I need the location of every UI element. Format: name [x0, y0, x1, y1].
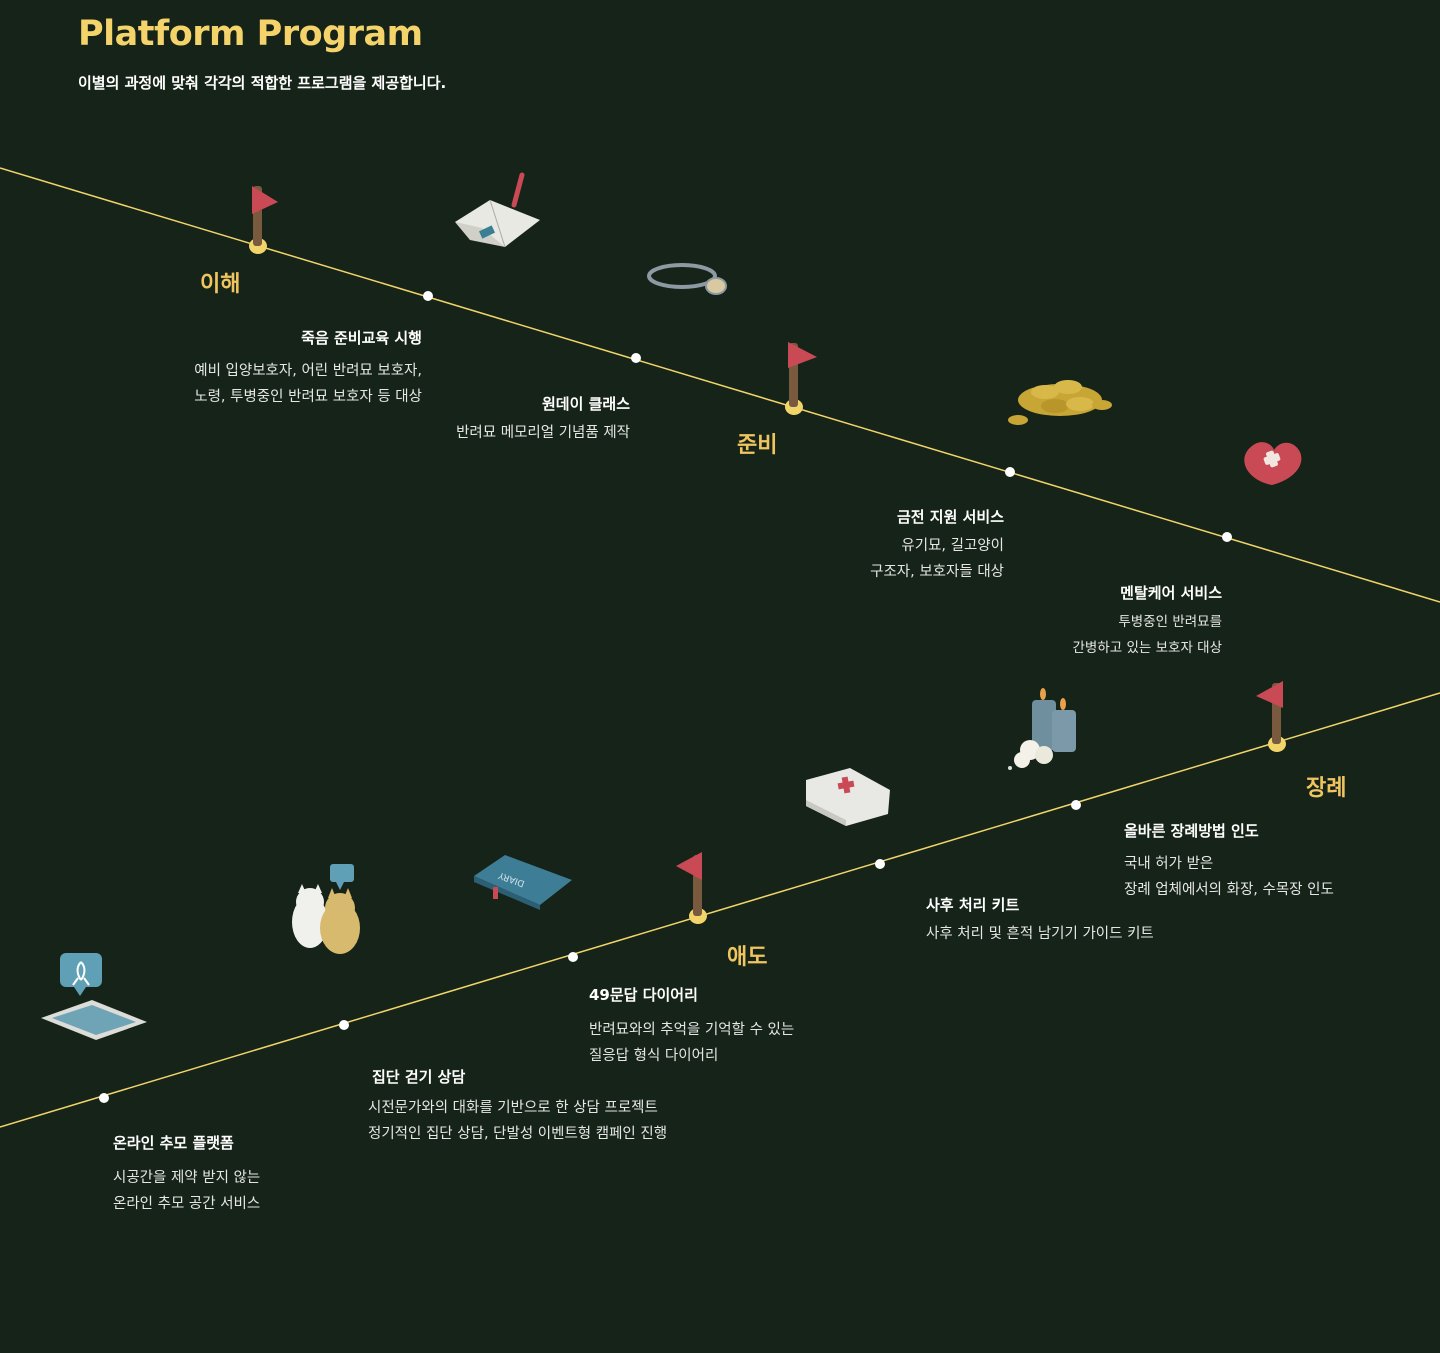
diary-book-icon: DIARY [474, 855, 572, 910]
timeline-dot-online-memorial [99, 1093, 109, 1103]
cats-illustration-icon [292, 864, 360, 954]
program-desc-line: 노령, 투병중인 반려묘 보호자 등 대상 [194, 389, 422, 405]
program-desc-line: 시공간을 제약 받지 않는 [113, 1170, 261, 1186]
program-title: 사후 처리 키트 [926, 896, 1020, 914]
flag-icon-understanding [249, 186, 278, 254]
program-desc-line: 반려묘와의 추억을 기억할 수 있는 [589, 1022, 795, 1038]
program-desc-line: 구조자, 보호자들 대상 [870, 564, 1004, 580]
program-title: 집단 걷기 상담 [372, 1068, 466, 1086]
keyring-icon [647, 263, 727, 295]
program-death-education: 죽음 준비교육 시행 예비 입양보호자, 어린 반려묘 보호자, 노령, 투병중… [194, 327, 422, 410]
program-title: 올바른 장례방법 인도 [1124, 822, 1259, 840]
timeline-dot-death-education [423, 291, 433, 301]
program-desc-line: 반려묘 메모리얼 기념품 제작 [456, 425, 630, 441]
heart-bandage-icon [1244, 442, 1302, 485]
program-desc-line: 장례 업체에서의 화장, 수목장 인도 [1124, 882, 1334, 898]
stage-label-understanding: 이해 [200, 272, 241, 297]
stage-label-preparation: 준비 [737, 433, 778, 458]
program-title: 원데이 클래스 [541, 395, 630, 413]
program-title: 죽음 준비교육 시행 [301, 329, 422, 347]
timeline-dot-oneday-class [631, 353, 641, 363]
timeline-dot-financial [1005, 467, 1015, 477]
program-desc-line: 간병하고 있는 보호자 대상 [1072, 640, 1223, 656]
coins-icon [1008, 380, 1112, 425]
program-desc-line: 국내 허가 받은 [1124, 856, 1214, 872]
program-title: 49문답 다이어리 [589, 986, 698, 1004]
program-desc-line: 온라인 추모 공간 서비스 [113, 1196, 261, 1212]
flag-icon-mourning [676, 852, 707, 924]
program-aftercare-kit: 사후 처리 키트 사후 처리 및 흔적 남기기 가이드 키트 [926, 894, 1154, 947]
first-aid-kit-icon [806, 768, 890, 826]
program-desc-line: 사후 처리 및 흔적 남기기 가이드 키트 [926, 926, 1154, 942]
program-title: 금전 지원 서비스 [896, 508, 1004, 526]
program-group-walk: 집단 걷기 상담 시전문가와의 대화를 기반으로 한 상담 프로젝트 정기적인 … [368, 1066, 667, 1147]
program-desc-line: 정기적인 집단 상담, 단발성 이벤트형 캠페인 진행 [368, 1126, 668, 1142]
program-financial-support: 금전 지원 서비스 유기묘, 길고양이 구조자, 보호자들 대상 [870, 506, 1004, 585]
timeline-line-upper [0, 167, 1440, 603]
program-desc-line: 질응답 형식 다이어리 [589, 1048, 719, 1064]
stage-label-mourning: 애도 [727, 945, 768, 970]
program-desc-line: 유기묘, 길고양이 [901, 538, 1004, 554]
program-funeral-guide: 올바른 장례방법 인도 국내 허가 받은 장례 업체에서의 화장, 수목장 인도 [1124, 820, 1334, 903]
timeline-dot-diary [568, 952, 578, 962]
flag-icon-preparation [785, 342, 817, 415]
program-title: 온라인 추모 플랫폼 [113, 1134, 234, 1152]
program-oneday-class: 원데이 클래스 반려묘 메모리얼 기념품 제작 [456, 393, 630, 446]
program-mental-care: 멘탈케어 서비스 투병중인 반려묘를 간병하고 있는 보호자 대상 [1073, 582, 1223, 661]
open-book-icon [455, 172, 540, 248]
tablet-ribbon-icon [41, 953, 147, 1040]
timeline-line-lower [0, 692, 1440, 1128]
program-desc-line: 투병중인 반려묘를 [1118, 614, 1222, 630]
program-online-memorial: 온라인 추모 플랫폼 시공간을 제약 받지 않는 온라인 추모 공간 서비스 [113, 1132, 260, 1217]
timeline-dot-aftercare [875, 859, 885, 869]
timeline-dot-mental-care [1222, 532, 1232, 542]
program-desc-line: 예비 입양보호자, 어린 반려묘 보호자, [194, 363, 422, 379]
candles-flowers-icon [1008, 688, 1076, 770]
flag-icon-funeral [1256, 681, 1286, 752]
stage-label-funeral: 장례 [1306, 776, 1347, 801]
program-desc-line: 시전문가와의 대화를 기반으로 한 상담 프로젝트 [368, 1100, 658, 1116]
timeline-dot-group-walk [339, 1020, 349, 1030]
timeline-dot-funeral-guide [1071, 800, 1081, 810]
program-title: 멘탈케어 서비스 [1120, 584, 1222, 602]
program-diary-49: 49문답 다이어리 반려묘와의 추억을 기억할 수 있는 질응답 형식 다이어리 [589, 984, 794, 1069]
page-subtitle: 이별의 과정에 맞춰 각각의 적합한 프로그램을 제공합니다. [78, 74, 447, 92]
page-title: Platform Program [78, 14, 423, 54]
